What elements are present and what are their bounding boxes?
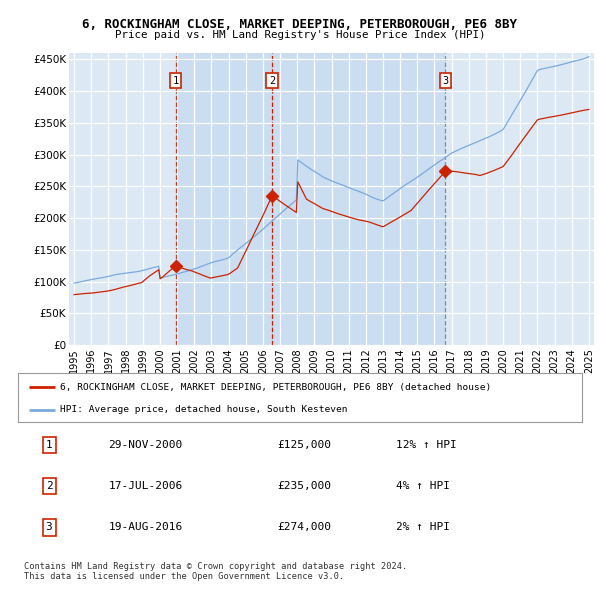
Text: 6, ROCKINGHAM CLOSE, MARKET DEEPING, PETERBOROUGH, PE6 8BY (detached house): 6, ROCKINGHAM CLOSE, MARKET DEEPING, PET… xyxy=(60,382,491,392)
Text: 12% ↑ HPI: 12% ↑ HPI xyxy=(396,440,457,450)
Text: 1: 1 xyxy=(172,76,179,86)
Text: 3: 3 xyxy=(46,523,52,532)
Text: 2: 2 xyxy=(46,481,52,491)
Bar xyxy=(176,53,445,345)
Text: 19-AUG-2016: 19-AUG-2016 xyxy=(108,523,182,532)
Text: 29-NOV-2000: 29-NOV-2000 xyxy=(108,440,182,450)
Text: 6, ROCKINGHAM CLOSE, MARKET DEEPING, PETERBOROUGH, PE6 8BY: 6, ROCKINGHAM CLOSE, MARKET DEEPING, PET… xyxy=(83,18,517,31)
Text: 2: 2 xyxy=(269,76,275,86)
Text: £125,000: £125,000 xyxy=(277,440,331,450)
Text: £274,000: £274,000 xyxy=(277,523,331,532)
Text: 17-JUL-2006: 17-JUL-2006 xyxy=(108,481,182,491)
Text: HPI: Average price, detached house, South Kesteven: HPI: Average price, detached house, Sout… xyxy=(60,405,348,414)
Text: 3: 3 xyxy=(442,76,448,86)
Text: £235,000: £235,000 xyxy=(277,481,331,491)
Text: Price paid vs. HM Land Registry's House Price Index (HPI): Price paid vs. HM Land Registry's House … xyxy=(115,30,485,40)
Text: 4% ↑ HPI: 4% ↑ HPI xyxy=(396,481,450,491)
Text: This data is licensed under the Open Government Licence v3.0.: This data is licensed under the Open Gov… xyxy=(24,572,344,581)
Text: 2% ↑ HPI: 2% ↑ HPI xyxy=(396,523,450,532)
Text: Contains HM Land Registry data © Crown copyright and database right 2024.: Contains HM Land Registry data © Crown c… xyxy=(24,562,407,571)
Text: 1: 1 xyxy=(46,440,52,450)
